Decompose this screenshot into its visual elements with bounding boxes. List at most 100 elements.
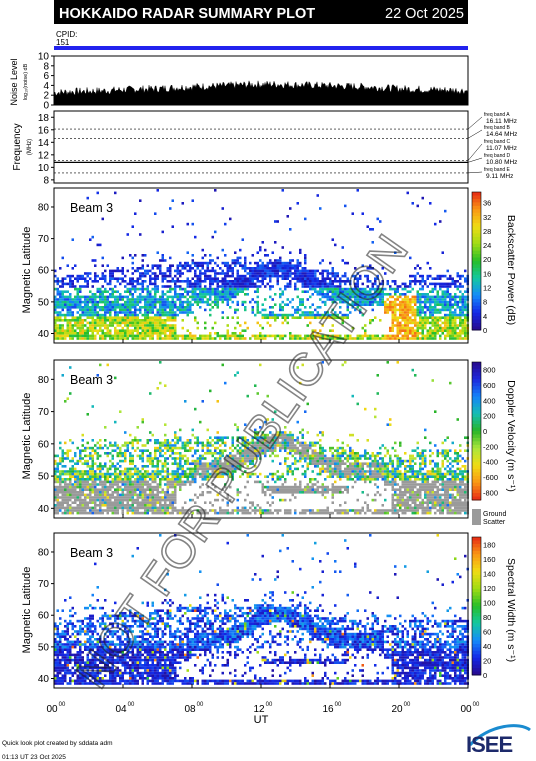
rti-cell xyxy=(66,454,69,458)
rti-cell xyxy=(196,280,199,283)
rti-cell xyxy=(334,280,337,283)
rti-cell xyxy=(186,441,189,445)
rti-cell xyxy=(86,470,89,473)
rti-cell xyxy=(261,269,264,273)
rti-cell xyxy=(124,488,127,491)
rti-cell xyxy=(296,295,299,299)
noise-ylabel: Noise Level xyxy=(9,58,19,105)
rti-cell xyxy=(449,326,452,330)
rti-cell xyxy=(109,308,112,312)
rti-cell xyxy=(116,452,119,455)
rti-cell xyxy=(114,321,117,325)
rti-cell xyxy=(221,436,224,439)
rti-cell xyxy=(91,501,94,504)
rti-cell xyxy=(246,465,249,468)
rti-cell xyxy=(189,285,192,288)
rti-cell xyxy=(144,493,147,497)
rti-cell xyxy=(146,498,149,502)
rti-cell xyxy=(434,329,437,332)
rti-cell xyxy=(131,441,134,445)
rti-cell xyxy=(446,324,449,327)
rti-cell xyxy=(264,485,267,489)
rti-cell xyxy=(109,306,112,309)
rti-cell xyxy=(189,446,192,450)
rti-cell xyxy=(146,504,149,507)
rti-cell xyxy=(151,311,154,314)
rti-cell xyxy=(184,444,187,447)
rti-cell xyxy=(116,509,119,512)
rti-cell xyxy=(164,321,167,325)
rti-cell xyxy=(144,504,147,507)
rti-cell xyxy=(331,238,334,241)
rti-cell xyxy=(456,313,459,317)
rti-cell xyxy=(256,261,259,265)
rti-cell xyxy=(81,334,84,338)
rti-cell xyxy=(259,274,262,278)
rti-cell xyxy=(169,478,172,481)
rti-cell xyxy=(226,470,229,473)
rti-cell xyxy=(401,311,404,314)
rti-cell xyxy=(89,498,92,502)
rti-cell xyxy=(164,501,167,504)
rti-cell xyxy=(141,313,144,317)
rti-cell xyxy=(81,472,84,476)
rti-cell xyxy=(224,465,227,468)
cpid-bar xyxy=(54,46,468,50)
rti-cell xyxy=(54,470,57,473)
rti-cell xyxy=(129,462,132,465)
rti-cell xyxy=(299,298,302,301)
rti-cell xyxy=(234,337,237,340)
rti-cell xyxy=(354,277,357,280)
rti-cell xyxy=(59,509,62,512)
rti-cell xyxy=(196,436,199,439)
rti-cell xyxy=(379,300,382,304)
rti-cell xyxy=(231,261,234,265)
rti-cell xyxy=(71,483,74,486)
rti-cell xyxy=(286,316,289,319)
rti-cell xyxy=(394,287,397,291)
rti-cell xyxy=(264,444,267,447)
rti-cell xyxy=(249,511,252,515)
rti-cell xyxy=(186,298,189,301)
rti-cell xyxy=(151,332,154,335)
rti-cell xyxy=(84,501,87,504)
rti-cell xyxy=(344,300,347,304)
rti-cell xyxy=(304,485,307,489)
rti-cell xyxy=(56,454,59,458)
rti-cell xyxy=(81,285,84,288)
rti-cell xyxy=(326,269,329,273)
rti-cell xyxy=(204,444,207,447)
rti-cell xyxy=(136,280,139,283)
rti-cell xyxy=(259,480,262,484)
rti-cell xyxy=(184,472,187,476)
rti-cell xyxy=(164,274,167,278)
rti-cell xyxy=(249,282,252,286)
rti-cell xyxy=(136,337,139,340)
rti-cell xyxy=(149,488,152,491)
rti-cell xyxy=(139,478,142,481)
rti-cell xyxy=(101,274,104,278)
rti-cell xyxy=(79,300,82,304)
frequency-band-leader xyxy=(467,171,483,174)
rti-cell xyxy=(459,316,462,319)
rti-cell xyxy=(146,511,149,515)
power-colorbar-segment xyxy=(472,292,481,296)
rti-cell xyxy=(59,462,62,465)
rti-cell xyxy=(331,282,334,286)
rti-cell xyxy=(99,319,102,322)
rti-cell xyxy=(229,290,232,293)
rti-cell xyxy=(419,282,422,286)
rti-cell xyxy=(94,478,97,481)
rti-cell xyxy=(66,290,69,293)
rti-cell xyxy=(231,454,234,458)
rti-cell xyxy=(131,303,134,306)
rti-cell xyxy=(426,321,429,325)
rti-cell xyxy=(461,313,464,317)
rti-cell xyxy=(104,439,107,442)
rti-cell xyxy=(219,436,222,439)
rti-cell xyxy=(316,311,319,314)
rti-cell xyxy=(151,457,154,460)
frequency-band-value: 9.11 MHz xyxy=(486,173,513,180)
rti-cell xyxy=(84,449,87,452)
rti-cell xyxy=(129,478,132,481)
